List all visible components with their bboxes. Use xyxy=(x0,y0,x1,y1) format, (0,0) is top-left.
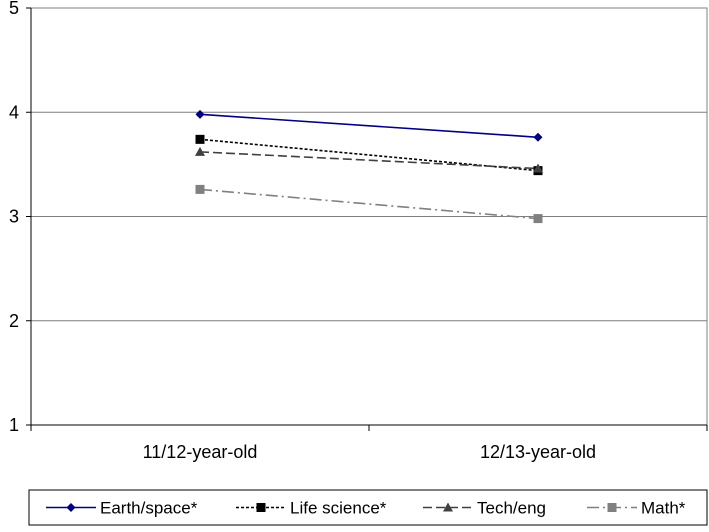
x-tick-label: 11/12-year-old xyxy=(143,442,258,462)
series-line xyxy=(199,113,539,139)
y-tick-label: 4 xyxy=(9,102,19,122)
data-point xyxy=(195,146,205,156)
data-point xyxy=(195,109,205,119)
data-point xyxy=(195,184,205,194)
legend-label: Tech/eng xyxy=(477,499,546,518)
data-point xyxy=(533,132,543,142)
data-point xyxy=(533,214,543,224)
series-2 xyxy=(195,146,543,173)
legend-label: Earth/space* xyxy=(100,499,198,518)
series-line xyxy=(199,188,539,220)
legend-marker xyxy=(607,503,617,512)
legend-marker xyxy=(443,502,453,512)
data-point xyxy=(195,134,205,144)
axis-layer: 1 2 3 4 5 11/12-year-old 12/13-year-old xyxy=(9,0,708,462)
x-tick-label: 12/13-year-old xyxy=(480,442,596,462)
series-line xyxy=(199,151,539,170)
legend-label: Life science* xyxy=(290,499,387,518)
grid-layer xyxy=(31,7,707,322)
legend: Earth/space* Life science* Tech/eng Math* xyxy=(28,489,708,526)
legend-marker xyxy=(256,503,266,512)
y-tick-label: 5 xyxy=(9,0,19,18)
y-tick-label: 2 xyxy=(9,311,19,331)
legend-label: Math* xyxy=(641,499,686,518)
series-layer xyxy=(195,109,543,224)
y-tick-label: 1 xyxy=(9,415,19,435)
y-tick-label: 3 xyxy=(9,207,19,227)
legend-marker xyxy=(66,503,76,512)
series-0 xyxy=(195,109,543,142)
data-point xyxy=(533,163,543,173)
series-3 xyxy=(195,184,543,224)
